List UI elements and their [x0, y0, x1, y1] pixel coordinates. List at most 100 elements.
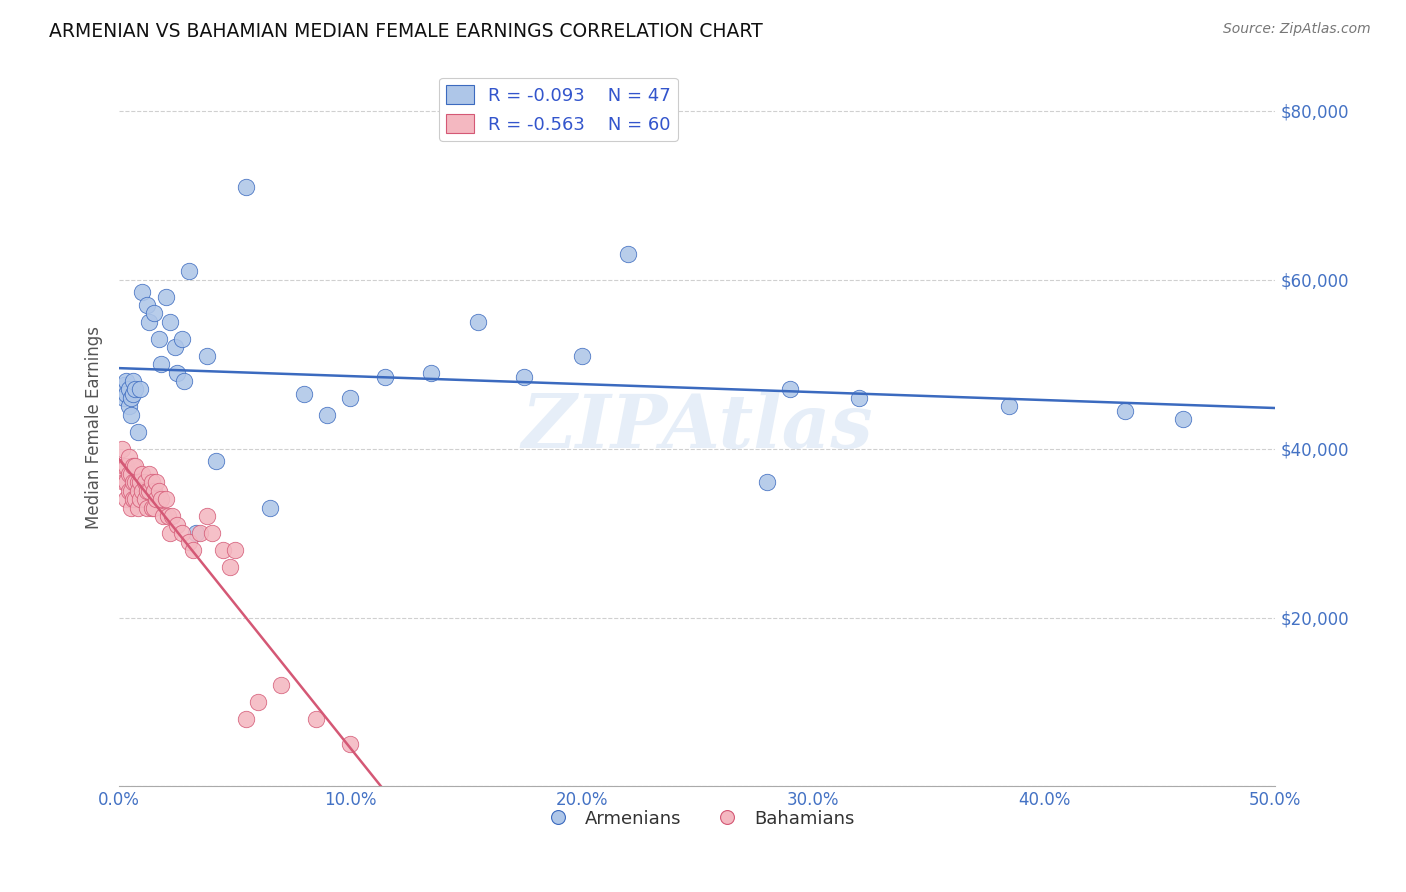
Point — [998, 400, 1021, 414]
Point — [755, 475, 778, 490]
Point — [305, 712, 328, 726]
Point — [166, 517, 188, 532]
Point — [195, 509, 218, 524]
Point — [129, 383, 152, 397]
Point — [170, 332, 193, 346]
Point — [127, 425, 149, 439]
Point — [115, 374, 138, 388]
Point — [117, 400, 139, 414]
Point — [339, 737, 361, 751]
Point — [117, 383, 139, 397]
Point — [134, 492, 156, 507]
Point — [138, 467, 160, 481]
Point — [195, 349, 218, 363]
Point — [129, 492, 152, 507]
Point — [513, 369, 536, 384]
Point — [224, 543, 246, 558]
Point — [127, 483, 149, 498]
Point — [141, 475, 163, 490]
Point — [188, 526, 211, 541]
Point — [316, 408, 339, 422]
Point — [120, 391, 142, 405]
Point — [235, 179, 257, 194]
Point — [138, 315, 160, 329]
Text: ZIPAtlas: ZIPAtlas — [522, 392, 873, 464]
Point — [115, 492, 138, 507]
Point — [136, 500, 159, 515]
Point — [166, 366, 188, 380]
Point — [145, 492, 167, 507]
Point — [120, 467, 142, 481]
Point — [124, 492, 146, 507]
Point — [162, 509, 184, 524]
Point — [617, 247, 640, 261]
Point — [779, 383, 801, 397]
Point — [142, 483, 165, 498]
Point — [848, 391, 870, 405]
Point — [420, 366, 443, 380]
Point — [117, 450, 139, 464]
Point — [110, 467, 132, 481]
Point — [159, 526, 181, 541]
Point — [117, 483, 139, 498]
Point — [122, 374, 145, 388]
Point — [131, 285, 153, 300]
Point — [155, 492, 177, 507]
Point — [110, 383, 132, 397]
Point — [136, 483, 159, 498]
Point — [141, 500, 163, 515]
Point — [120, 500, 142, 515]
Point — [134, 475, 156, 490]
Point — [177, 534, 200, 549]
Point — [127, 500, 149, 515]
Point — [124, 475, 146, 490]
Text: ARMENIAN VS BAHAMIAN MEDIAN FEMALE EARNINGS CORRELATION CHART: ARMENIAN VS BAHAMIAN MEDIAN FEMALE EARNI… — [49, 22, 763, 41]
Point — [467, 315, 489, 329]
Point — [124, 458, 146, 473]
Point — [115, 386, 138, 401]
Point — [148, 483, 170, 498]
Point — [131, 483, 153, 498]
Point — [181, 543, 204, 558]
Point — [124, 383, 146, 397]
Point — [145, 475, 167, 490]
Point — [259, 500, 281, 515]
Point — [163, 340, 186, 354]
Point — [374, 369, 396, 384]
Point — [270, 678, 292, 692]
Point — [131, 467, 153, 481]
Point — [112, 475, 135, 490]
Point — [138, 483, 160, 498]
Point — [115, 458, 138, 473]
Point — [122, 386, 145, 401]
Text: Source: ZipAtlas.com: Source: ZipAtlas.com — [1223, 22, 1371, 37]
Point — [129, 475, 152, 490]
Point — [110, 442, 132, 456]
Point — [122, 458, 145, 473]
Point — [159, 315, 181, 329]
Point — [156, 509, 179, 524]
Point — [170, 526, 193, 541]
Point — [127, 475, 149, 490]
Y-axis label: Median Female Earnings: Median Female Earnings — [86, 326, 103, 529]
Point — [339, 391, 361, 405]
Point — [212, 543, 235, 558]
Point — [112, 458, 135, 473]
Point — [142, 306, 165, 320]
Point — [1114, 403, 1136, 417]
Point — [112, 391, 135, 405]
Point — [571, 349, 593, 363]
Point — [219, 560, 242, 574]
Point — [112, 378, 135, 392]
Point — [173, 374, 195, 388]
Point — [136, 298, 159, 312]
Point — [152, 509, 174, 524]
Point — [122, 492, 145, 507]
Point — [117, 467, 139, 481]
Point — [292, 386, 315, 401]
Point — [246, 695, 269, 709]
Point — [115, 475, 138, 490]
Point — [177, 264, 200, 278]
Point — [1171, 412, 1194, 426]
Point — [122, 475, 145, 490]
